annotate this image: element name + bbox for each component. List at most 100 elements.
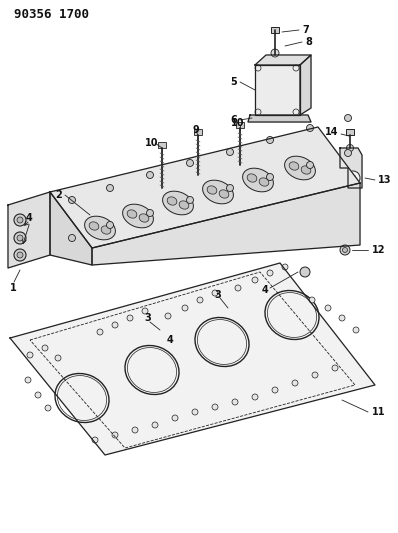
Text: 4: 4 bbox=[25, 213, 32, 223]
Polygon shape bbox=[255, 55, 311, 65]
Ellipse shape bbox=[123, 204, 153, 228]
Circle shape bbox=[306, 161, 314, 168]
Polygon shape bbox=[10, 263, 375, 455]
Bar bbox=[236, 122, 244, 128]
Circle shape bbox=[112, 322, 118, 328]
Text: 10: 10 bbox=[145, 138, 159, 148]
Circle shape bbox=[146, 209, 154, 216]
Ellipse shape bbox=[163, 191, 193, 215]
Circle shape bbox=[45, 405, 51, 411]
Ellipse shape bbox=[85, 216, 115, 240]
Polygon shape bbox=[248, 115, 311, 122]
Circle shape bbox=[272, 387, 278, 393]
Circle shape bbox=[347, 144, 353, 151]
Circle shape bbox=[350, 175, 356, 181]
Ellipse shape bbox=[203, 180, 233, 204]
Circle shape bbox=[212, 404, 218, 410]
Circle shape bbox=[68, 235, 76, 241]
Bar bbox=[194, 129, 202, 135]
Ellipse shape bbox=[259, 178, 269, 186]
Circle shape bbox=[14, 249, 26, 261]
Bar bbox=[158, 142, 166, 148]
Text: 13: 13 bbox=[378, 175, 392, 185]
Circle shape bbox=[107, 184, 113, 191]
Ellipse shape bbox=[167, 197, 177, 205]
Circle shape bbox=[27, 352, 33, 358]
Circle shape bbox=[165, 313, 171, 319]
Text: 3: 3 bbox=[215, 290, 221, 300]
Polygon shape bbox=[300, 55, 311, 115]
Ellipse shape bbox=[179, 201, 189, 209]
Circle shape bbox=[17, 235, 23, 241]
Circle shape bbox=[300, 267, 310, 277]
Text: 4: 4 bbox=[261, 285, 268, 295]
Bar bbox=[346, 129, 354, 135]
Circle shape bbox=[345, 149, 351, 157]
Circle shape bbox=[306, 125, 314, 132]
Circle shape bbox=[252, 277, 258, 283]
Circle shape bbox=[226, 149, 234, 156]
Circle shape bbox=[14, 232, 26, 244]
Circle shape bbox=[187, 159, 193, 166]
Text: 90356 1700: 90356 1700 bbox=[14, 8, 89, 21]
Circle shape bbox=[232, 399, 238, 405]
Circle shape bbox=[192, 409, 198, 415]
Circle shape bbox=[271, 49, 279, 57]
Circle shape bbox=[267, 270, 273, 276]
Circle shape bbox=[235, 285, 241, 291]
Ellipse shape bbox=[207, 186, 217, 194]
Circle shape bbox=[142, 308, 148, 314]
Text: 5: 5 bbox=[230, 77, 237, 87]
Circle shape bbox=[353, 327, 359, 333]
Circle shape bbox=[152, 422, 158, 428]
Text: 1: 1 bbox=[10, 283, 17, 293]
Circle shape bbox=[35, 392, 41, 398]
Circle shape bbox=[132, 427, 138, 433]
Circle shape bbox=[252, 394, 258, 400]
Circle shape bbox=[127, 315, 133, 321]
Ellipse shape bbox=[127, 210, 137, 218]
Text: 12: 12 bbox=[372, 245, 386, 255]
Circle shape bbox=[345, 115, 351, 122]
Circle shape bbox=[182, 305, 188, 311]
Circle shape bbox=[339, 315, 345, 321]
Text: 6: 6 bbox=[230, 115, 237, 125]
Circle shape bbox=[17, 217, 23, 223]
Text: 11: 11 bbox=[372, 407, 386, 417]
Circle shape bbox=[312, 372, 318, 378]
Ellipse shape bbox=[101, 226, 111, 234]
Circle shape bbox=[25, 377, 31, 383]
Circle shape bbox=[187, 197, 193, 204]
Text: 8: 8 bbox=[305, 37, 312, 47]
Ellipse shape bbox=[89, 222, 99, 230]
Text: 2: 2 bbox=[55, 190, 62, 200]
Circle shape bbox=[17, 252, 23, 258]
Polygon shape bbox=[92, 183, 360, 265]
Circle shape bbox=[68, 197, 76, 204]
Circle shape bbox=[267, 174, 273, 181]
Text: 14: 14 bbox=[324, 127, 338, 137]
Circle shape bbox=[309, 297, 315, 303]
Circle shape bbox=[112, 432, 118, 438]
Polygon shape bbox=[255, 65, 300, 115]
Circle shape bbox=[107, 222, 113, 229]
Circle shape bbox=[325, 305, 331, 311]
Ellipse shape bbox=[285, 156, 315, 180]
Circle shape bbox=[267, 136, 273, 143]
Circle shape bbox=[42, 345, 48, 351]
Polygon shape bbox=[340, 148, 362, 188]
Circle shape bbox=[146, 172, 154, 179]
Circle shape bbox=[14, 214, 26, 226]
Circle shape bbox=[92, 437, 98, 443]
Text: 7: 7 bbox=[302, 25, 309, 35]
Ellipse shape bbox=[247, 174, 257, 182]
Circle shape bbox=[343, 247, 347, 253]
Circle shape bbox=[332, 365, 338, 371]
Polygon shape bbox=[8, 192, 50, 268]
Circle shape bbox=[97, 329, 103, 335]
Ellipse shape bbox=[243, 168, 273, 192]
Circle shape bbox=[55, 355, 61, 361]
Circle shape bbox=[340, 245, 350, 255]
Text: 4: 4 bbox=[167, 335, 174, 345]
Circle shape bbox=[292, 380, 298, 386]
